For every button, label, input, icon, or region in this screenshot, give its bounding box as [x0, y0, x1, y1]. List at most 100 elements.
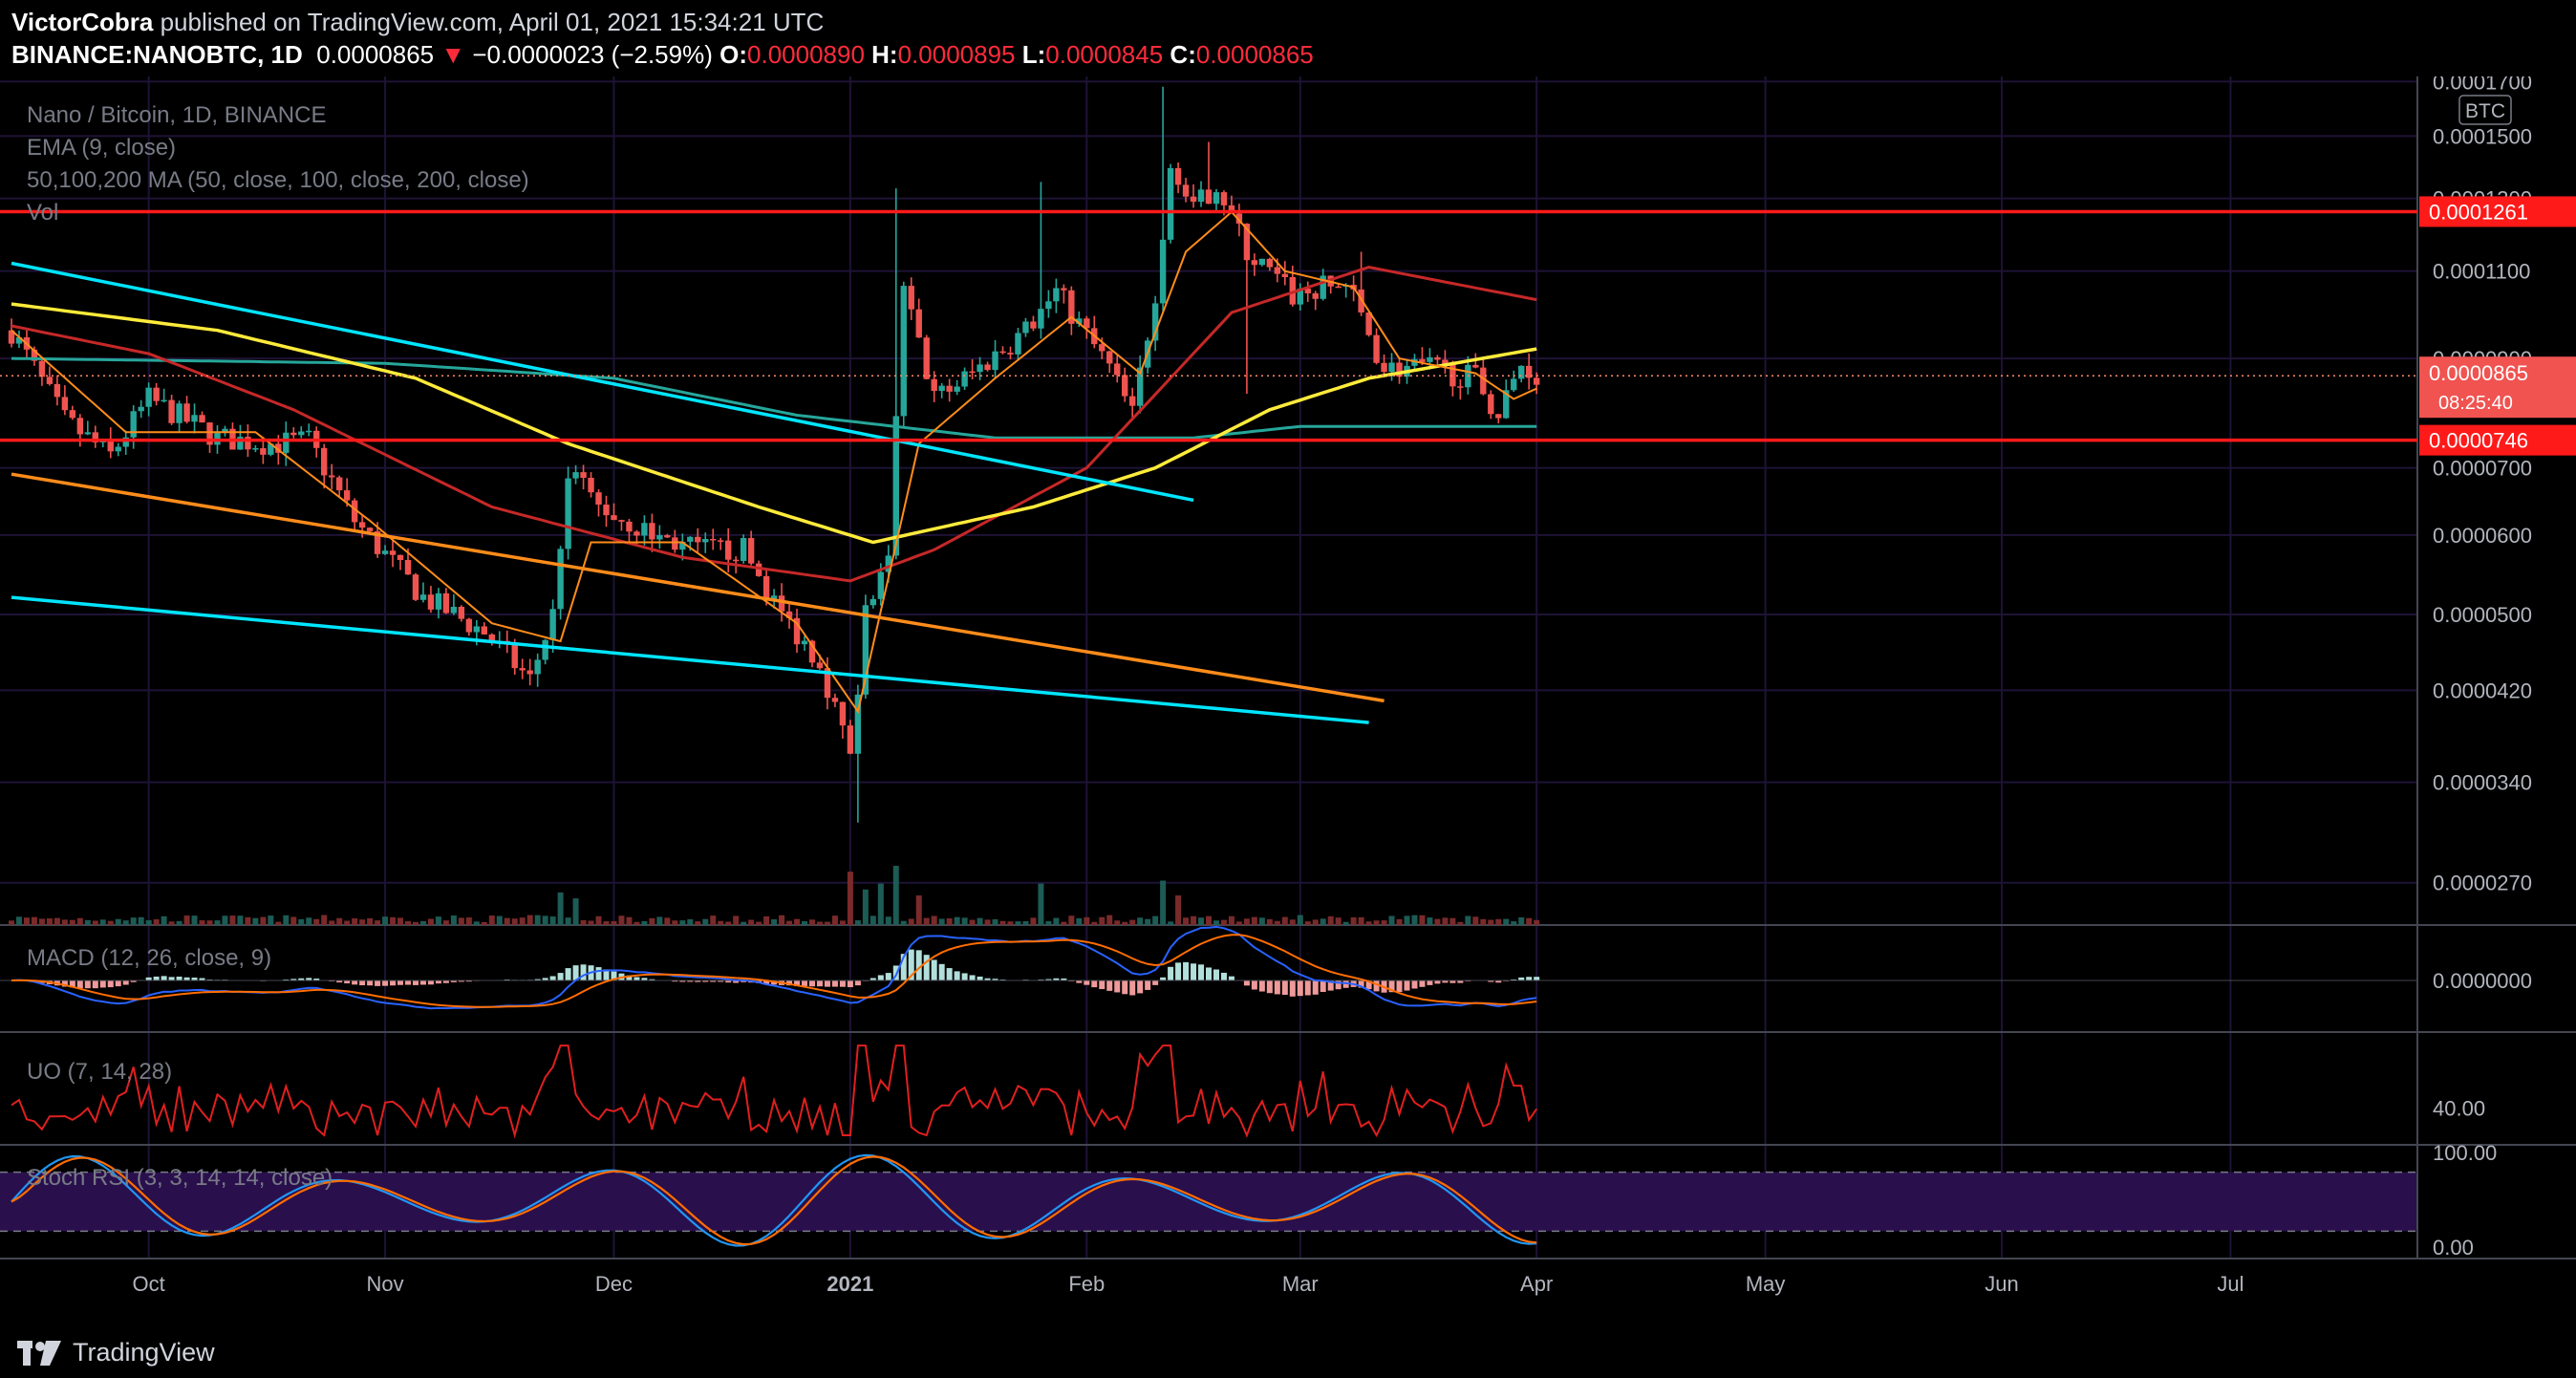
macd-hist-bar	[1320, 980, 1326, 993]
price-tick-label: 0.0000340	[2433, 771, 2532, 795]
symbol-label[interactable]: BINANCE:NANOBTC, 1D	[11, 40, 303, 69]
volume-bar	[1396, 918, 1403, 925]
candle-body	[824, 668, 831, 699]
level-price-label: 0.0000746	[2429, 429, 2528, 453]
price-chart[interactable]: 0.00017000.00015000.00013000.00011000.00…	[0, 76, 2576, 1319]
volume-bar	[923, 917, 930, 925]
candle-body	[328, 475, 335, 478]
volume-bar	[1168, 921, 1174, 925]
volume-bar	[1289, 919, 1296, 925]
author-name[interactable]: VictorCobra	[11, 8, 154, 36]
candle-body	[1220, 192, 1228, 205]
price-tick-label: 0.0000700	[2433, 457, 2532, 481]
candle-body	[961, 371, 968, 387]
ma100-line	[11, 302, 1537, 545]
time-axis[interactable]: Oct Nov Dec 2021 Feb Mar Apr May Jun Jul	[133, 1272, 2244, 1296]
volume-bar	[1061, 921, 1067, 925]
volume-bar	[672, 920, 678, 925]
macd-hist-bar	[741, 980, 747, 982]
macd-hist-bar	[168, 977, 175, 980]
volume-bar	[771, 919, 778, 925]
candle-body	[1258, 258, 1266, 266]
volume-bar	[588, 920, 594, 925]
volume-bar	[1304, 921, 1311, 925]
candle-body	[435, 592, 442, 610]
candle-body	[1312, 292, 1319, 299]
candle-body	[702, 538, 709, 543]
macd-hist-bar	[885, 973, 891, 980]
legend-macd[interactable]: MACD (12, 26, close, 9)	[27, 945, 271, 971]
volume-bar	[344, 920, 351, 925]
volume-bar	[1106, 915, 1113, 925]
candle-body	[1114, 363, 1121, 376]
candle-body	[321, 447, 328, 476]
legend-vol[interactable]: Vol	[27, 200, 58, 226]
macd-hist-bar	[641, 978, 648, 980]
macd-hist-bar	[450, 980, 457, 982]
price-tick-label: 0.0001700	[2433, 76, 2532, 94]
volume-bar	[130, 917, 137, 925]
candle-body	[854, 694, 862, 754]
candle-body	[770, 595, 778, 600]
volume-bar	[1099, 916, 1106, 925]
legend-ema[interactable]: EMA (9, close)	[27, 135, 176, 161]
legend-ma[interactable]: 50,100,200 MA (50, close, 100, close, 20…	[27, 167, 529, 193]
candle-body	[656, 535, 663, 540]
candle-body	[1480, 367, 1487, 395]
volume-bar	[1228, 915, 1234, 925]
candle-body	[1472, 364, 1479, 368]
volume-bar	[473, 921, 480, 925]
volume-bar	[46, 918, 53, 925]
volume-bar	[390, 916, 397, 925]
volume-bar	[298, 918, 305, 925]
macd-hist-bar	[84, 980, 91, 989]
volume-bar	[1427, 917, 1433, 925]
candle-body	[275, 443, 282, 453]
volume-bar	[107, 920, 114, 925]
volume-bar	[1518, 916, 1525, 925]
price-tick-label: 0.0000600	[2433, 524, 2532, 548]
candle-body	[938, 385, 945, 392]
candle-body	[1084, 318, 1090, 329]
candle-body	[458, 606, 465, 619]
volume-bar	[435, 916, 441, 925]
uo-line	[11, 1044, 1538, 1139]
candle-body	[351, 500, 358, 523]
candle-body	[1167, 167, 1174, 240]
macd-hist-bar	[763, 980, 770, 984]
volume-bar	[1152, 915, 1159, 925]
candle-body	[419, 594, 427, 600]
candle-body	[1511, 378, 1517, 391]
legend-title[interactable]: Nano / Bitcoin, 1D, BINANCE	[27, 102, 326, 128]
macd-hist-bar	[367, 980, 374, 986]
volume-bar	[54, 917, 60, 925]
candle-body	[603, 505, 610, 516]
macd-hist-bar	[603, 969, 610, 980]
volume-bar	[915, 895, 922, 925]
volume-bar	[138, 916, 144, 925]
last-price: 0.0000865	[316, 40, 435, 69]
legend-stoch[interactable]: Stoch RSI (3, 3, 14, 14, close)	[27, 1165, 333, 1191]
volume-bar	[1381, 920, 1387, 925]
volume-bar	[1114, 920, 1121, 925]
tradingview-logo[interactable]: TradingView	[17, 1338, 215, 1367]
candle-body	[1015, 333, 1021, 355]
macd-hist-bar	[549, 976, 556, 980]
volume-bar	[199, 920, 205, 925]
macd-hist-bar	[412, 980, 419, 985]
candle-body	[1533, 377, 1540, 385]
volume-bar	[412, 921, 419, 925]
volume-bar	[526, 915, 533, 925]
macd-hist-bar	[794, 980, 801, 986]
legend-uo[interactable]: UO (7, 14, 28)	[27, 1059, 172, 1085]
time-tick-label: Nov	[367, 1272, 404, 1296]
macd-hist-bar	[1152, 980, 1159, 985]
macd-hist-bar	[1145, 980, 1151, 990]
macd-hist-bar	[183, 977, 190, 980]
volume-bar	[687, 918, 694, 925]
volume-bar	[877, 883, 884, 925]
candle-body	[260, 448, 267, 455]
volume-bar	[961, 917, 968, 925]
candle-body	[1205, 189, 1213, 205]
candle-body	[122, 437, 129, 447]
